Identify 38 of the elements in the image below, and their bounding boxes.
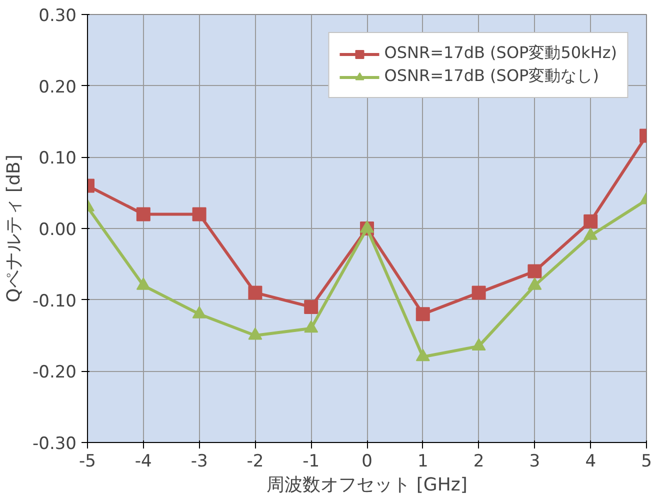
point	[136, 278, 150, 290]
y-tick-label: -0.10	[32, 291, 77, 312]
point	[528, 264, 542, 278]
point	[248, 286, 262, 300]
x-tick-label: -2	[246, 452, 264, 472]
point	[472, 286, 486, 300]
y-tick-label: 0.20	[38, 77, 77, 98]
y-tick-label: 0.30	[38, 6, 77, 26]
y-tick-label: -0.20	[32, 362, 77, 383]
x-tick-label: 3	[529, 452, 540, 472]
point	[304, 300, 318, 314]
point	[472, 338, 486, 350]
x-tick-label: -1	[302, 452, 320, 472]
point	[416, 348, 430, 362]
point	[248, 327, 262, 340]
y-tick-label: 0.00	[38, 220, 77, 240]
point	[304, 320, 318, 333]
x-tick-label: -3	[190, 452, 208, 472]
x-tick-label: 0	[362, 452, 372, 472]
legend-label: OSNR=17dB (SOP変動なし)	[384, 66, 599, 87]
x-tick-label: 5	[641, 452, 652, 472]
legend-label: OSNR=17dB (SOP変動50kHz)	[384, 43, 617, 64]
x-tick-label: 1	[417, 452, 428, 472]
x-axis-title: 周波数オフセット [GHz]	[266, 474, 468, 496]
x-tick-label: 4	[585, 452, 596, 472]
x-tick-label: -4	[134, 452, 152, 472]
x-tick-label: 2	[473, 452, 484, 472]
y-axis-title: Qペナルティ [dB]	[4, 154, 25, 302]
y-tick-label: 0.10	[38, 148, 77, 169]
point	[192, 207, 206, 222]
point	[192, 306, 206, 318]
y-tick-label: -0.30	[32, 434, 77, 454]
point	[136, 207, 150, 222]
point	[360, 220, 374, 233]
point	[584, 214, 598, 228]
point	[528, 278, 542, 290]
point	[584, 228, 598, 240]
x-tick-label: -5	[79, 452, 96, 472]
